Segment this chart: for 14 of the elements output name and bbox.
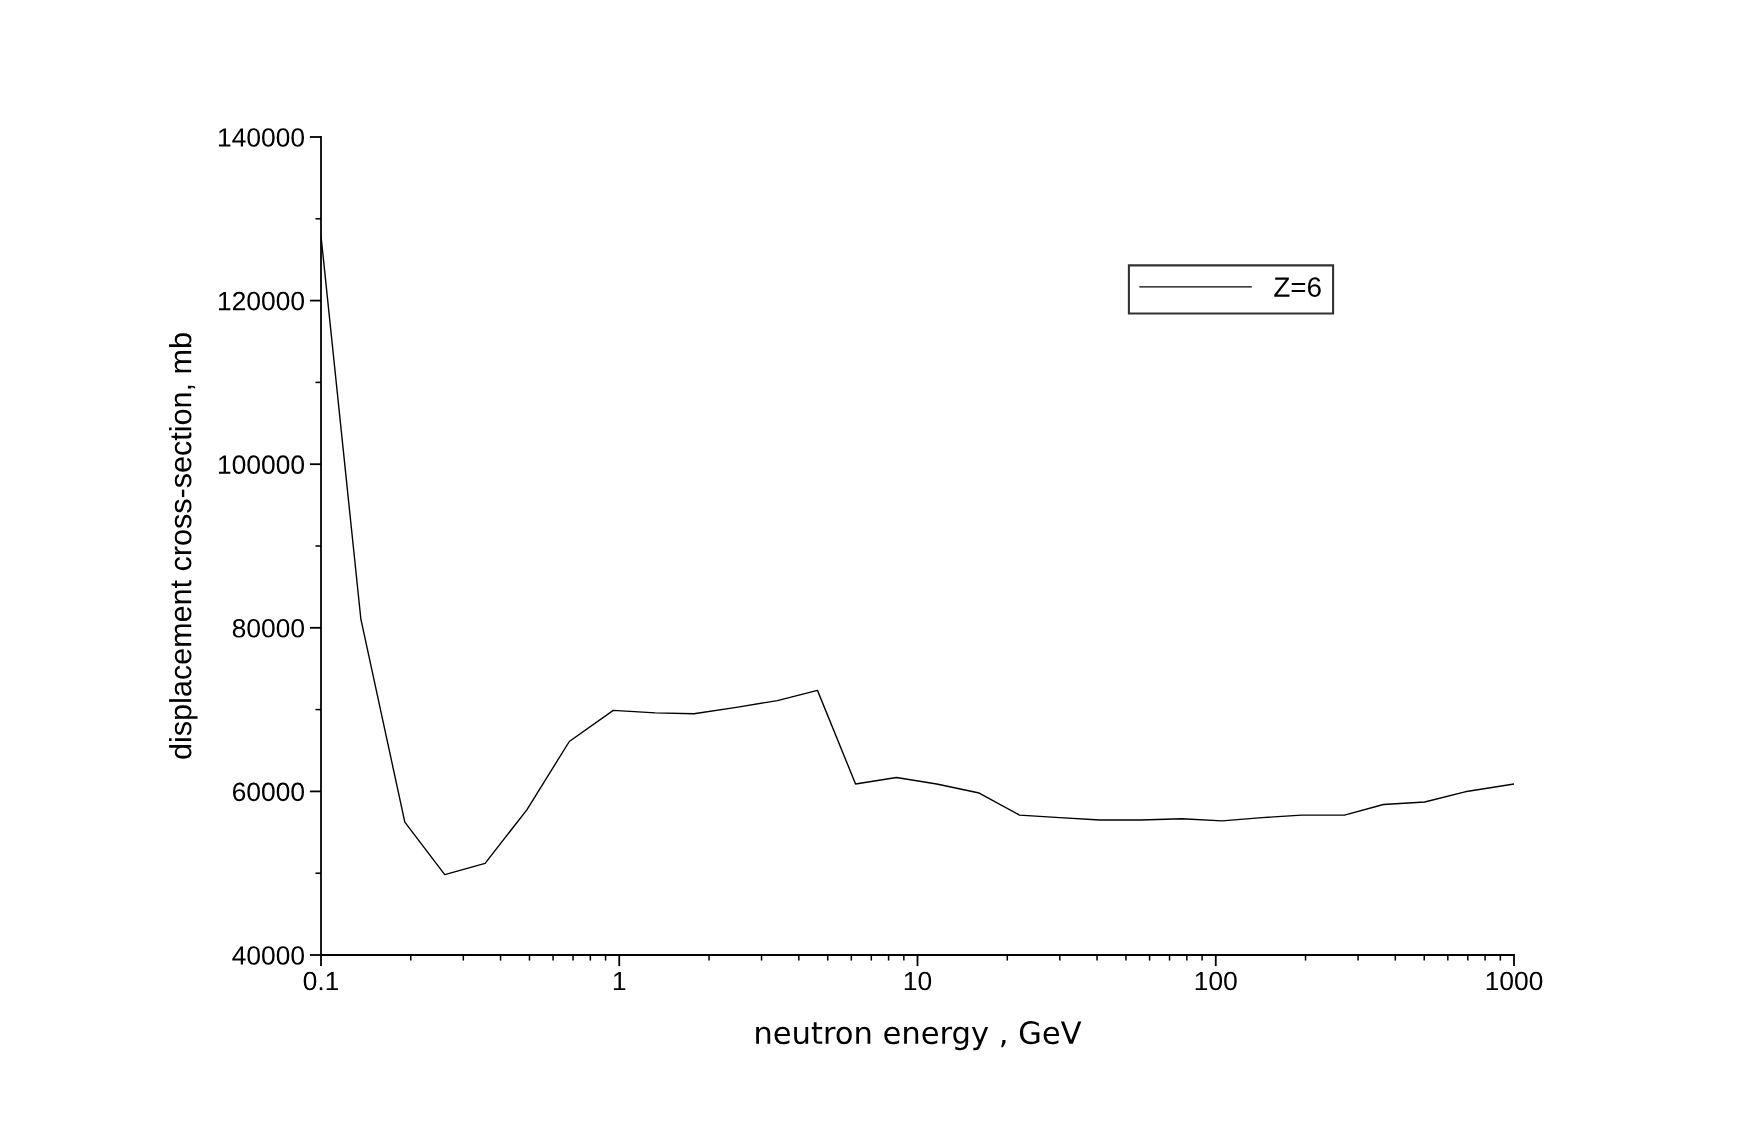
x-tick-label: 10 bbox=[904, 971, 932, 991]
x-tick-label: 1000 bbox=[1486, 971, 1543, 991]
y-tick-label: 120000 bbox=[218, 291, 304, 311]
x-tick-label: 0.1 bbox=[303, 971, 339, 991]
y-tick-label: 100000 bbox=[218, 455, 304, 475]
x-axis-title: neutron energy , GeV bbox=[756, 1021, 1082, 1051]
y-tick-label: 60000 bbox=[232, 782, 304, 802]
y-tick-label: 40000 bbox=[232, 946, 304, 965]
x-tick-label: 1 bbox=[613, 971, 626, 991]
x-tick-label: 100 bbox=[1195, 971, 1237, 991]
y-tick-label: 80000 bbox=[232, 618, 304, 638]
legend-label: Z=6 bbox=[1274, 277, 1321, 297]
y-axis-title: displacement cross-section, mb bbox=[169, 333, 198, 759]
y-tick-label: 140000 bbox=[218, 128, 304, 147]
